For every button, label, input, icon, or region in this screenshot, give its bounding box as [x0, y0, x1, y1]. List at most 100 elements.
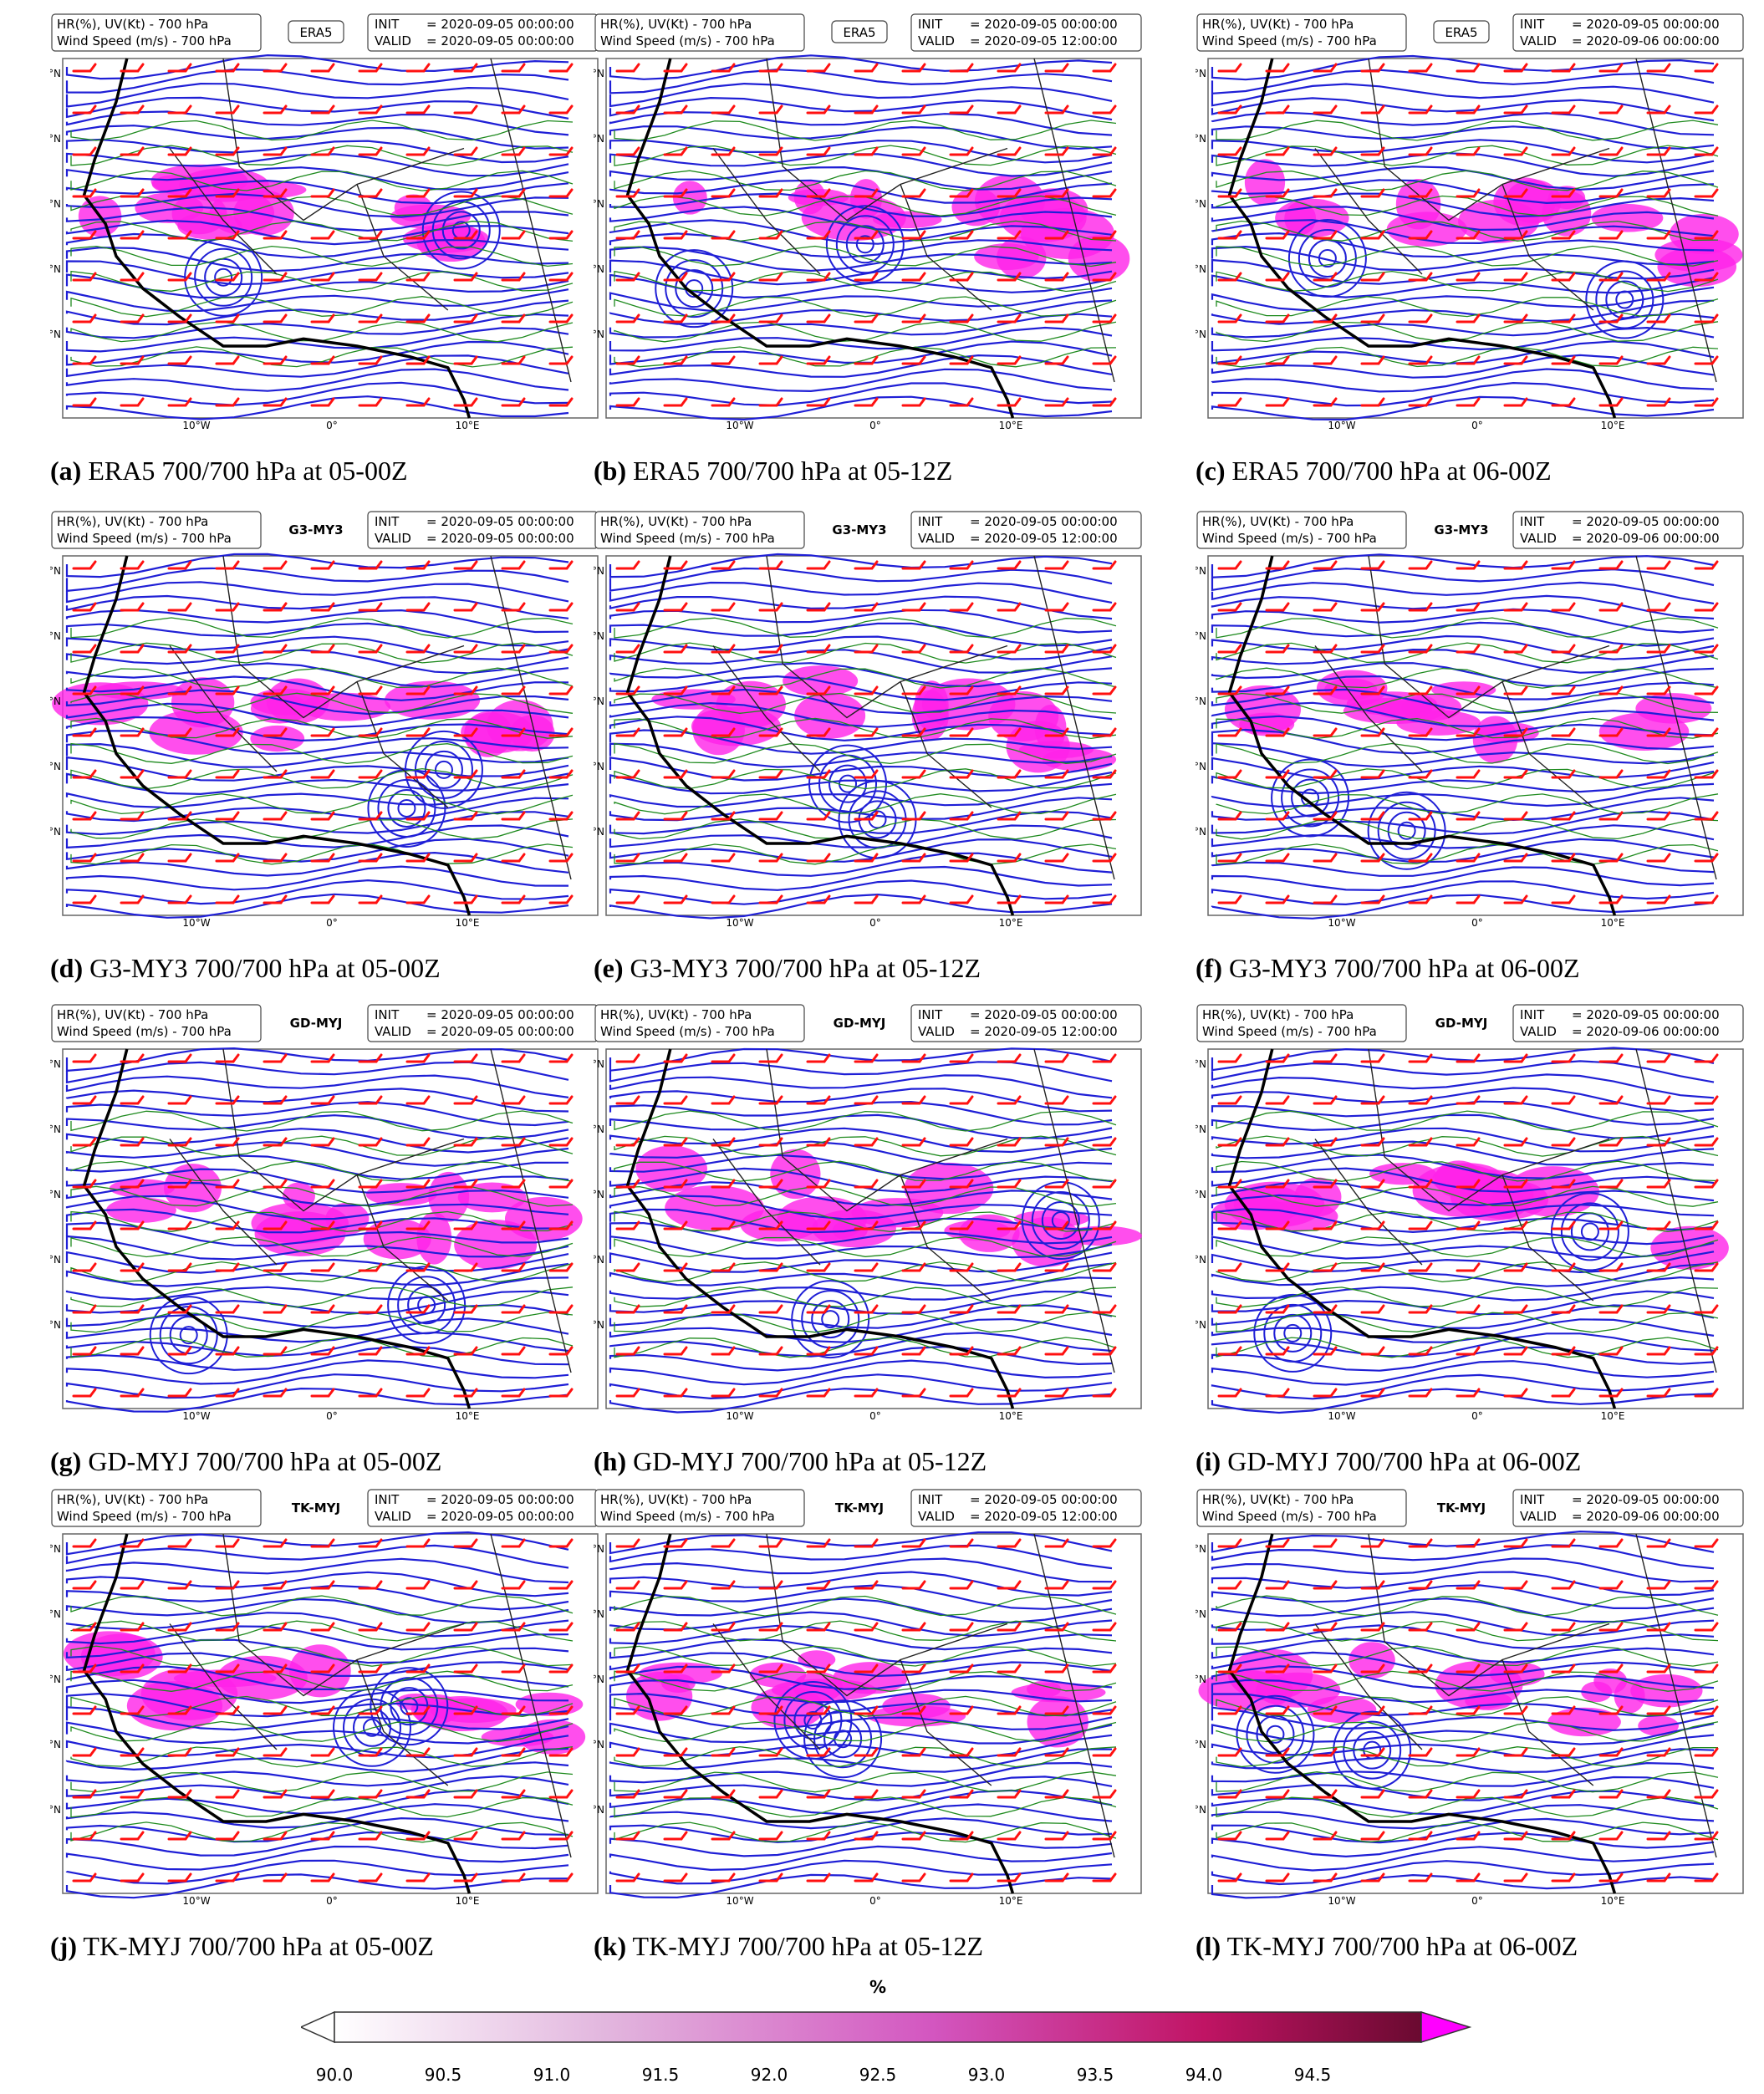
lat-tick-label: 5°N	[594, 1804, 604, 1816]
lat-tick-label: 25°N	[1196, 565, 1206, 577]
var-label-line1: HR(%), UV(Kt) - 700 hPa	[1202, 17, 1354, 32]
init-label: INIT	[375, 17, 400, 32]
init-value: = 2020-09-05 00:00:00	[970, 17, 1118, 32]
init-label: INIT	[375, 514, 400, 529]
valid-value: = 2020-09-06 00:00:00	[1572, 1024, 1720, 1039]
caption-letter: (l)	[1196, 1931, 1221, 1961]
caption-letter: (b)	[594, 456, 627, 486]
valid-value: = 2020-09-06 00:00:00	[1572, 531, 1720, 546]
lat-tick-label: 25°N	[594, 565, 604, 577]
caption-letter: (h)	[594, 1446, 627, 1476]
lon-tick-label: 10°E	[456, 1895, 480, 1906]
speed-contours	[70, 120, 574, 368]
var-legend-box	[594, 511, 805, 549]
wind-barbs	[1217, 1053, 1719, 1398]
var-legend-box	[1196, 13, 1407, 52]
lat-tick-label: 15°N	[1196, 198, 1206, 210]
panel-caption: (f) G3-MY3 700/700 hPa at 06-00Z	[1196, 953, 1764, 984]
coastline	[625, 58, 1015, 419]
time-box	[910, 13, 1142, 52]
init-label: INIT	[375, 1007, 400, 1022]
lat-tick-label: 10°N	[594, 761, 604, 772]
panel-caption: (d) G3-MY3 700/700 hPa at 05-00Z	[50, 953, 627, 984]
valid-label: VALID	[375, 33, 411, 48]
lat-tick-label: 20°N	[1196, 630, 1206, 642]
lat-tick-label: 25°N	[50, 1543, 61, 1555]
lat-tick-label: 25°N	[594, 68, 604, 79]
lat-tick-label: 15°N	[594, 198, 604, 210]
lon-tick-label: 0°	[869, 420, 881, 431]
model-label-box	[1433, 20, 1490, 43]
init-label: INIT	[918, 1492, 943, 1507]
lat-tick-label: 15°N	[50, 695, 61, 707]
colorbar-tick-label: 91.5	[641, 2065, 680, 2085]
model-label: ERA5	[1445, 25, 1477, 40]
colorbar-gradient	[334, 2011, 1422, 2043]
wind-barbs	[1217, 1538, 1719, 1883]
valid-value: = 2020-09-05 12:00:00	[970, 1024, 1118, 1039]
init-label: INIT	[375, 1492, 400, 1507]
lon-tick-label: 0°	[869, 917, 881, 928]
lat-tick-label: 20°N	[594, 133, 604, 145]
panel-caption: (l) TK-MYJ 700/700 hPa at 06-00Z	[1196, 1931, 1764, 1962]
init-label: INIT	[1520, 17, 1545, 32]
humidity-shading	[106, 1164, 583, 1270]
model-label: ERA5	[843, 25, 875, 40]
valid-label: VALID	[918, 33, 955, 48]
lon-tick-label: 0°	[326, 1895, 338, 1906]
lat-tick-label: 15°N	[1196, 1189, 1206, 1200]
wind-barbs	[1217, 560, 1719, 904]
lat-tick-label: 25°N	[50, 68, 61, 79]
lon-tick-label: 0°	[326, 420, 338, 431]
lat-tick-label: 20°N	[594, 1608, 604, 1620]
caption-text: G3-MY3 700/700 hPa at 05-12Z	[630, 953, 981, 983]
var-label-line1: HR(%), UV(Kt) - 700 hPa	[600, 514, 752, 529]
coastline	[1227, 58, 1617, 419]
panel-caption: (k) TK-MYJ 700/700 hPa at 05-12Z	[594, 1931, 1170, 1962]
var-label-line2: Wind Speed (m/s) - 700 hPa	[600, 1509, 775, 1524]
lat-tick-label: 10°N	[1196, 1254, 1206, 1266]
colorbar-tick-label: 93.5	[1076, 2065, 1114, 2085]
lat-tick-label: 10°N	[50, 1254, 61, 1266]
valid-label: VALID	[1520, 1509, 1557, 1524]
caption-letter: (c)	[1196, 456, 1226, 486]
panel-caption: (b) ERA5 700/700 hPa at 05-12Z	[594, 456, 1170, 487]
lat-tick-label: 10°N	[594, 1739, 604, 1750]
lon-tick-label: 10°E	[999, 1895, 1023, 1906]
var-label-line2: Wind Speed (m/s) - 700 hPa	[1202, 33, 1377, 48]
lon-tick-label: 10°W	[726, 917, 753, 928]
var-label-line1: HR(%), UV(Kt) - 700 hPa	[600, 1492, 752, 1507]
panel-caption: (h) GD-MYJ 700/700 hPa at 05-12Z	[594, 1446, 1170, 1477]
coastline	[625, 1533, 1015, 1894]
streamlines	[609, 1531, 1113, 1899]
init-value: = 2020-09-05 00:00:00	[426, 17, 574, 32]
init-label: INIT	[1520, 514, 1545, 529]
panel-caption: (e) G3-MY3 700/700 hPa at 05-12Z	[594, 953, 1170, 984]
lat-tick-label: 10°N	[1196, 1739, 1206, 1750]
valid-value: = 2020-09-06 00:00:00	[1572, 1509, 1720, 1524]
model-label: TK-MYJ	[1437, 1500, 1486, 1516]
var-label-line2: Wind Speed (m/s) - 700 hPa	[57, 33, 232, 48]
borders	[1314, 1048, 1717, 1373]
lon-tick-label: 10°E	[999, 1410, 1023, 1421]
borders	[712, 555, 1115, 880]
var-legend-box	[51, 1489, 262, 1527]
lat-tick-label: 20°N	[594, 630, 604, 642]
model-label-box	[288, 20, 344, 43]
speed-contours	[1216, 1110, 1719, 1358]
caption-text: GD-MYJ 700/700 hPa at 06-00Z	[1227, 1446, 1582, 1476]
var-label-line2: Wind Speed (m/s) - 700 hPa	[600, 33, 775, 48]
lon-tick-label: 10°W	[182, 1410, 210, 1421]
colorbar-tick-label: 92.0	[750, 2065, 788, 2085]
lat-tick-label: 5°N	[594, 1319, 604, 1331]
time-box	[1512, 511, 1744, 549]
streamlines	[65, 1047, 569, 1413]
lat-tick-label: 20°N	[1196, 133, 1206, 145]
time-box	[910, 511, 1142, 549]
